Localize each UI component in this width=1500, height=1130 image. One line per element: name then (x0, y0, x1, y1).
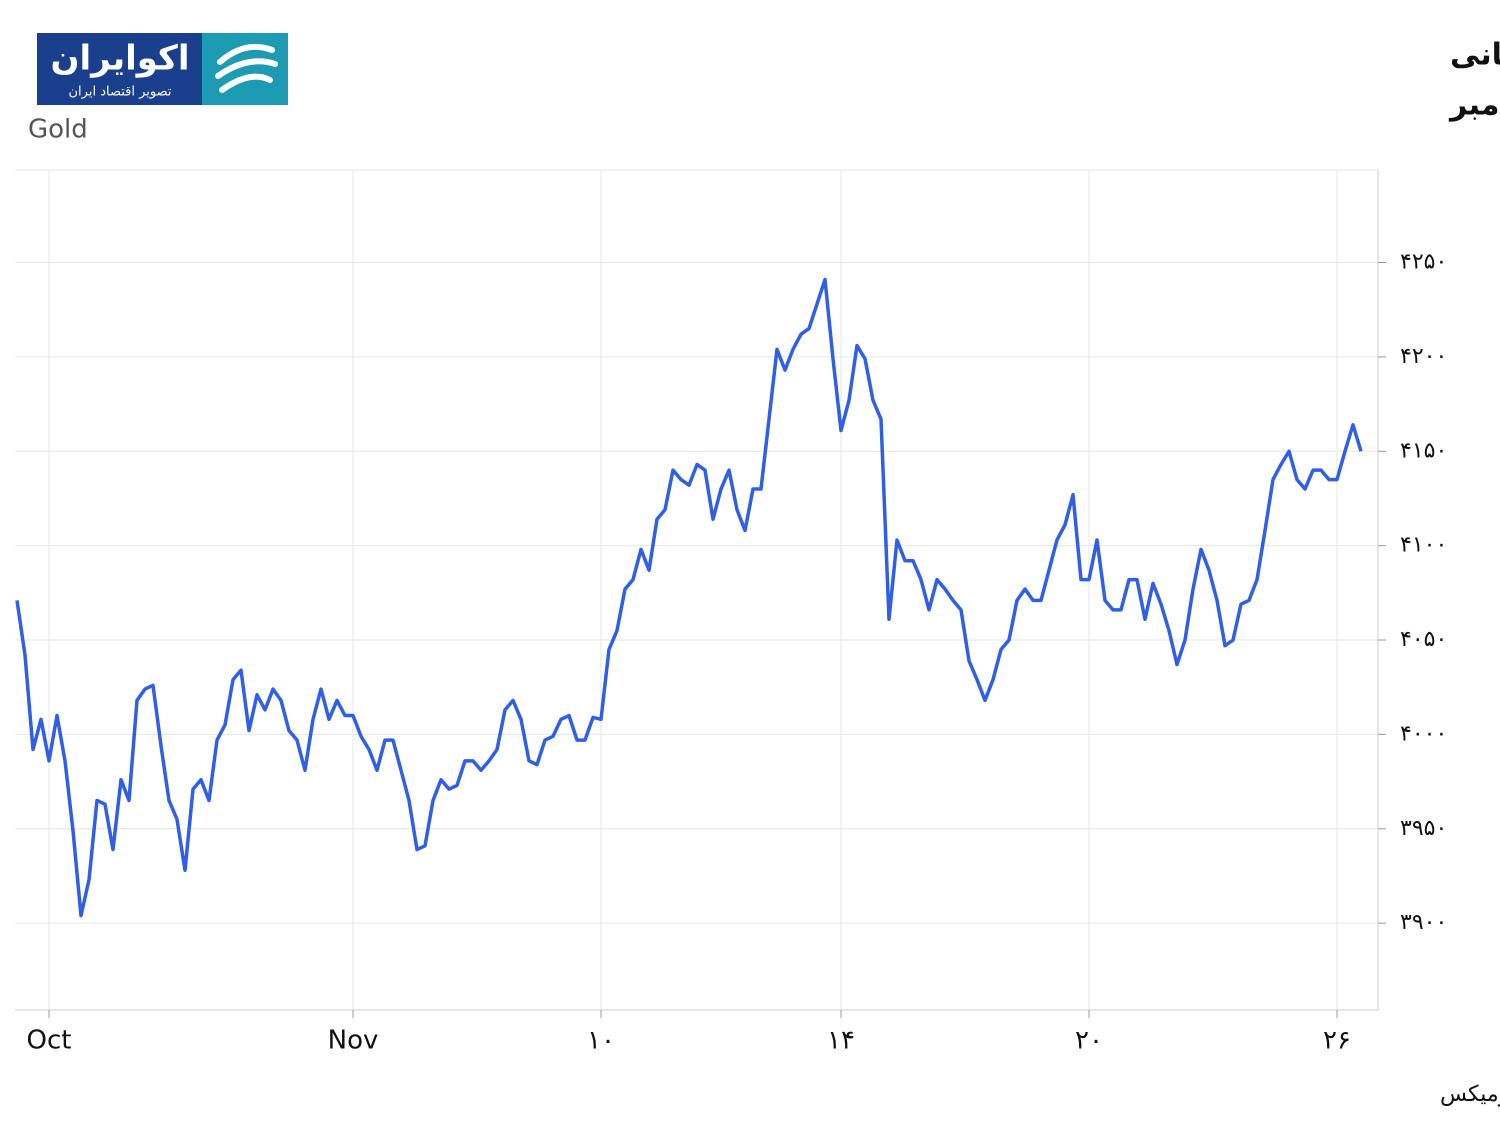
x-tick-label: ۱۰ (587, 1026, 615, 1056)
chart-title: رشد طلای جهانی (1450, 38, 1500, 73)
y-tick-label: ۴۱۵۰ (1400, 438, 1447, 463)
x-tick-label: ۲۰ (1075, 1026, 1103, 1056)
x-tick-label: Nov (328, 1026, 379, 1056)
logo-tagline: تصویر اقتصاد ایران (69, 85, 172, 100)
logo-name: اکوایران (51, 39, 190, 79)
x-tick-label: ۱۴ (827, 1026, 855, 1056)
source: منبع: تریدینگ اکونومیکس (1440, 1081, 1500, 1107)
y-tick-label: ۴۲۰۰ (1400, 344, 1447, 369)
y-tick-label: ۳۹۰۰ (1400, 910, 1447, 935)
y-tick-label: ۴۰۵۰ (1400, 627, 1447, 652)
y-axis-label: Gold (28, 115, 88, 145)
y-tick-label: ۴۱۰۰ (1400, 533, 1447, 558)
logo-box (37, 33, 202, 105)
price-line (15, 277, 1363, 918)
y-tick-label: ۴۰۰۰ (1400, 721, 1447, 746)
x-tick-label: Oct (27, 1026, 72, 1056)
chart-subtitle: با افزایش احتمال کاهش نرخ بهره فدرال رزر… (1448, 88, 1500, 123)
y-tick-label: ۳۹۵۰ (1400, 816, 1447, 841)
logo-mark (215, 44, 278, 93)
y-tick-label: ۴۲۵۰ (1400, 249, 1447, 274)
logo-icon (202, 33, 288, 105)
x-tick-label: ۲۶ (1323, 1026, 1351, 1056)
